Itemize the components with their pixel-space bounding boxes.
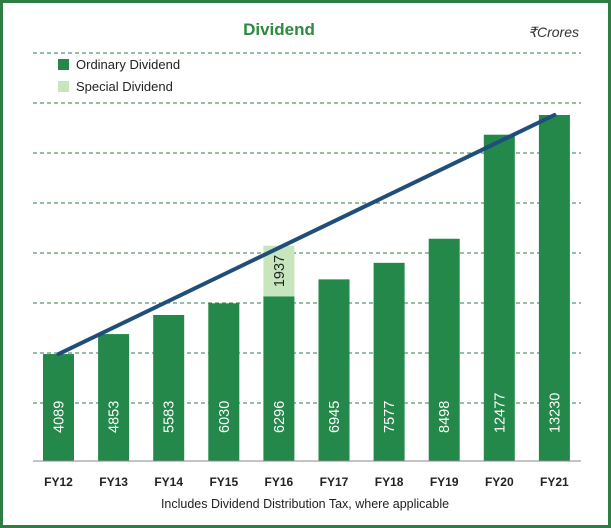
x-tick-label: FY14 (154, 475, 183, 489)
x-tick-label: FY13 (99, 475, 128, 489)
x-tick-label: FY18 (375, 475, 404, 489)
x-axis-ticks: FY12 FY13 FY14 FY15 FY16 FY17 FY18 FY19 FY20 FY21 (44, 475, 569, 489)
bar-value-label: 4853 (107, 401, 123, 433)
bar-value-label: 8498 (437, 401, 453, 433)
x-tick-label: FY16 (265, 475, 294, 489)
bar-value-label: 6945 (327, 401, 343, 433)
bar-ordinary-dividend (373, 262, 405, 461)
legend-label: Ordinary Dividend (76, 57, 180, 72)
legend-swatch (58, 59, 69, 70)
x-tick-label: FY15 (209, 475, 238, 489)
bar-value-label: 6296 (272, 401, 288, 433)
bar-value-label: 6030 (217, 401, 233, 433)
bar-special-value-label: 1937 (272, 255, 288, 287)
legend: Ordinary Dividend Special Dividend (58, 57, 180, 94)
chart-title: Dividend (243, 20, 315, 39)
legend-swatch (58, 81, 69, 92)
bar-ordinary-dividend (43, 354, 74, 461)
bar-ordinary-dividend (208, 303, 240, 461)
unit-label: ₹Crores (528, 24, 579, 40)
bar-value-label: 12477 (492, 393, 508, 433)
trend-line (56, 113, 557, 357)
dividend-chart: Dividend ₹Crores Ordinary Dividend Specia… (33, 20, 581, 511)
bar-value-label: 7577 (382, 401, 398, 433)
bar-ordinary-dividend (318, 279, 350, 461)
bars: 4089 4853 5583 6030 6296 1937 6945 7577 8498 1247… (43, 115, 570, 461)
x-tick-label: FY12 (44, 475, 73, 489)
bar-ordinary-dividend (153, 314, 185, 461)
bar-ordinary-dividend (98, 334, 130, 461)
x-tick-label: FY17 (320, 475, 349, 489)
bar-ordinary-dividend (483, 134, 515, 461)
x-tick-label: FY20 (485, 475, 514, 489)
x-tick-label: FY19 (430, 475, 459, 489)
bar-value-label: 5583 (162, 401, 178, 433)
bar-value-label: 4089 (52, 401, 68, 433)
bar-ordinary-dividend (428, 238, 460, 461)
bar-ordinary-dividend (263, 296, 295, 461)
bar-ordinary-dividend (538, 115, 570, 461)
x-tick-label: FY21 (540, 475, 569, 489)
legend-label: Special Dividend (76, 79, 173, 94)
footnote: Includes Dividend Distribution Tax, wher… (161, 497, 449, 511)
trend-line-segment (56, 113, 557, 357)
bar-value-label: 13230 (547, 393, 563, 433)
